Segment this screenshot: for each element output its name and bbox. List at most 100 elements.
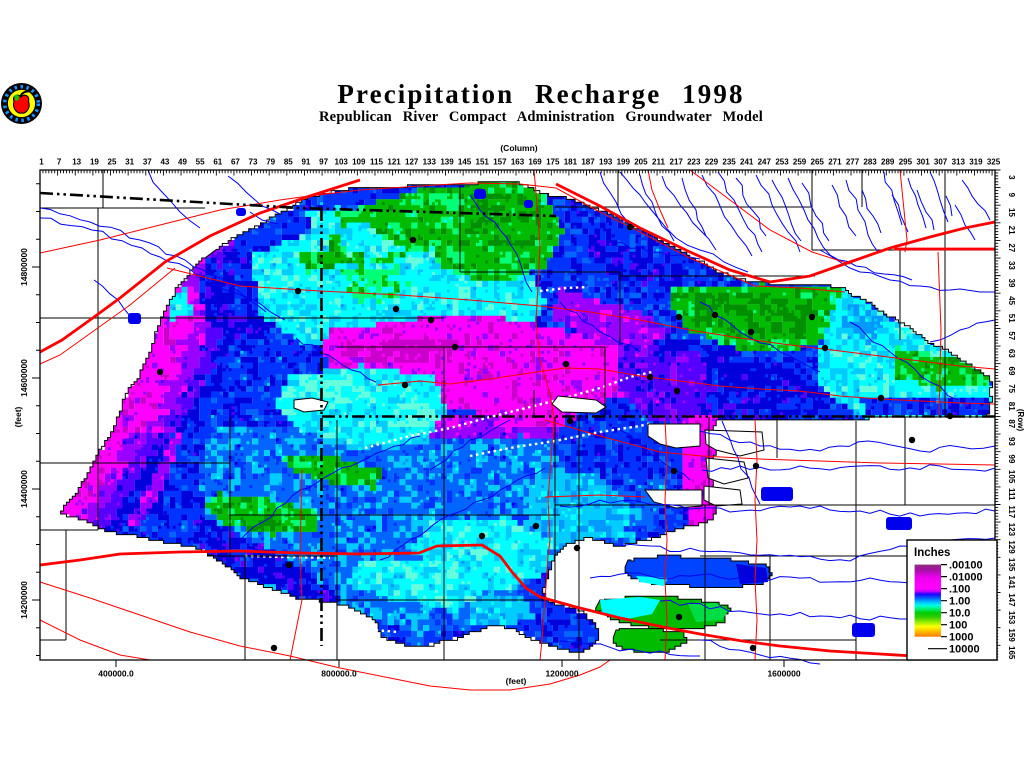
svg-text:301: 301 — [916, 158, 930, 167]
svg-text:55: 55 — [196, 158, 205, 167]
svg-text:135: 135 — [1007, 558, 1016, 572]
svg-text:1200000: 1200000 — [545, 669, 578, 679]
svg-text:295: 295 — [899, 158, 913, 167]
svg-text:.01000: .01000 — [949, 571, 983, 583]
svg-text:205: 205 — [634, 158, 648, 167]
svg-text:14800000: 14800000 — [19, 248, 29, 286]
svg-text:Republican River Compact Admin: Republican River Compact Administration … — [319, 109, 763, 125]
svg-text:147: 147 — [1007, 593, 1016, 607]
svg-text:69: 69 — [1007, 367, 1016, 376]
svg-text:223: 223 — [687, 158, 701, 167]
svg-text:14400000: 14400000 — [19, 470, 29, 508]
svg-text:(feet): (feet) — [506, 676, 527, 686]
svg-text:49: 49 — [178, 158, 187, 167]
svg-text:800000.0: 800000.0 — [321, 669, 357, 679]
svg-text:139: 139 — [440, 158, 454, 167]
svg-text:93: 93 — [1007, 437, 1016, 446]
svg-text:(feet): (feet) — [13, 406, 23, 427]
svg-text:37: 37 — [143, 158, 152, 167]
svg-text:247: 247 — [758, 158, 772, 167]
svg-text:63: 63 — [1007, 349, 1016, 358]
svg-text:141: 141 — [1007, 576, 1016, 590]
svg-text:13: 13 — [72, 158, 81, 167]
svg-text:235: 235 — [722, 158, 736, 167]
svg-text:10.0: 10.0 — [949, 608, 970, 620]
svg-text:27: 27 — [1007, 243, 1016, 252]
svg-text:253: 253 — [775, 158, 789, 167]
svg-text:400000.0: 400000.0 — [98, 669, 134, 679]
svg-text:1000: 1000 — [949, 632, 973, 644]
svg-text:165: 165 — [1007, 646, 1016, 660]
svg-text:289: 289 — [881, 158, 895, 167]
svg-text:14600000: 14600000 — [19, 359, 29, 397]
svg-text:325: 325 — [987, 158, 1001, 167]
svg-text:145: 145 — [458, 158, 472, 167]
svg-text:99: 99 — [1007, 455, 1016, 464]
svg-text:(Column): (Column) — [500, 143, 537, 153]
svg-text:51: 51 — [1007, 314, 1016, 323]
svg-text:Precipitation Recharge 1998: Precipitation Recharge 1998 — [337, 79, 744, 109]
svg-text:15: 15 — [1007, 208, 1016, 217]
svg-text:105: 105 — [1007, 470, 1016, 484]
svg-text:111: 111 — [1007, 488, 1016, 501]
svg-text:181: 181 — [564, 158, 578, 167]
svg-text:67: 67 — [231, 158, 240, 167]
svg-text:127: 127 — [405, 158, 419, 167]
svg-text:103: 103 — [335, 158, 349, 167]
svg-text:33: 33 — [1007, 261, 1016, 270]
svg-text:175: 175 — [546, 158, 560, 167]
svg-text:1: 1 — [39, 158, 44, 167]
svg-text:193: 193 — [599, 158, 613, 167]
svg-text:159: 159 — [1007, 628, 1016, 642]
svg-text:133: 133 — [423, 158, 437, 167]
svg-text:307: 307 — [934, 158, 948, 167]
svg-text:283: 283 — [863, 158, 877, 167]
svg-text:187: 187 — [581, 158, 595, 167]
svg-text:271: 271 — [828, 158, 842, 167]
svg-text:151: 151 — [476, 158, 490, 167]
svg-text:109: 109 — [352, 158, 366, 167]
svg-text:157: 157 — [493, 158, 507, 167]
svg-text:.100: .100 — [949, 583, 970, 595]
svg-text:163: 163 — [511, 158, 525, 167]
svg-text:10000: 10000 — [949, 644, 980, 656]
svg-text:61: 61 — [213, 158, 222, 167]
svg-text:277: 277 — [846, 158, 860, 167]
svg-text:85: 85 — [284, 158, 293, 167]
svg-text:211: 211 — [652, 158, 665, 167]
svg-text:14200000: 14200000 — [19, 581, 29, 619]
svg-text:117: 117 — [1007, 505, 1016, 518]
svg-text:Inches: Inches — [914, 547, 950, 559]
svg-text:217: 217 — [670, 158, 684, 167]
svg-text:115: 115 — [370, 158, 383, 167]
svg-text:75: 75 — [1007, 384, 1016, 393]
svg-text:241: 241 — [740, 158, 754, 167]
svg-text:73: 73 — [249, 158, 258, 167]
svg-text:3: 3 — [1007, 175, 1016, 180]
svg-text:100: 100 — [949, 620, 967, 632]
svg-text:39: 39 — [1007, 279, 1016, 288]
svg-text:97: 97 — [319, 158, 328, 167]
svg-text:1.00: 1.00 — [949, 596, 970, 608]
svg-text:169: 169 — [528, 158, 542, 167]
svg-text:43: 43 — [160, 158, 169, 167]
svg-text:.00100: .00100 — [949, 559, 983, 571]
svg-text:123: 123 — [1007, 523, 1016, 537]
svg-text:25: 25 — [108, 158, 117, 167]
svg-text:81: 81 — [1007, 402, 1016, 411]
svg-text:1600000: 1600000 — [767, 669, 800, 679]
svg-text:229: 229 — [705, 158, 719, 167]
svg-text:57: 57 — [1007, 331, 1016, 340]
svg-text:21: 21 — [1007, 226, 1016, 235]
svg-text:259: 259 — [793, 158, 807, 167]
svg-text:19: 19 — [90, 158, 99, 167]
svg-text:313: 313 — [952, 158, 966, 167]
svg-text:91: 91 — [301, 158, 310, 167]
svg-text:79: 79 — [266, 158, 275, 167]
svg-text:153: 153 — [1007, 611, 1016, 625]
svg-text:(Row): (Row) — [1016, 409, 1024, 432]
svg-text:319: 319 — [969, 158, 983, 167]
svg-text:87: 87 — [1007, 419, 1016, 428]
svg-text:265: 265 — [811, 158, 825, 167]
svg-text:129: 129 — [1007, 540, 1016, 554]
